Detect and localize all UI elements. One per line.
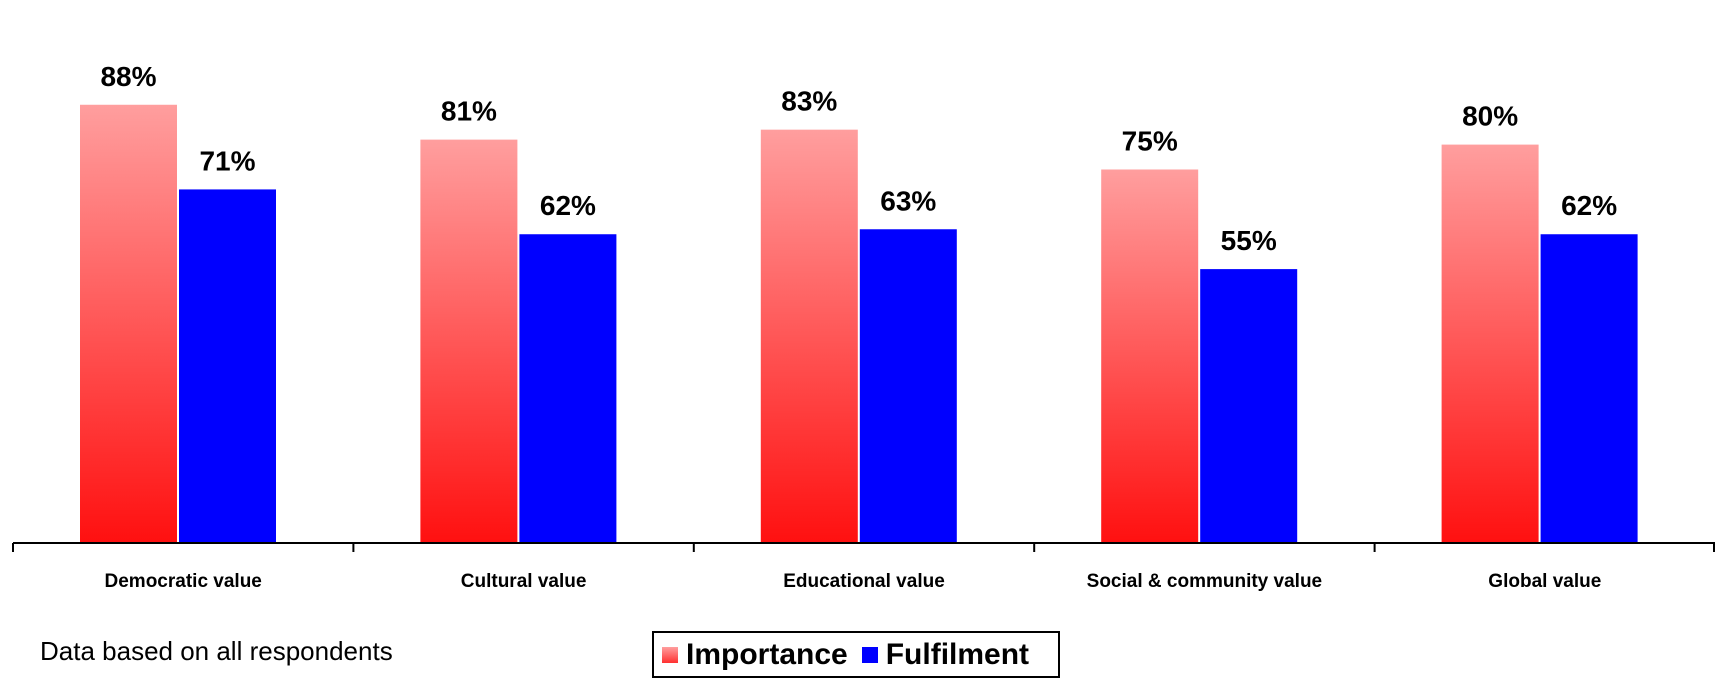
bar-importance-2	[420, 139, 518, 543]
bar-importance-4	[1101, 169, 1199, 543]
bar-label-importance-5: 80%	[1462, 101, 1518, 132]
bar-label-fulfilment-5: 62%	[1561, 190, 1617, 221]
legend-label-importance: Importance	[686, 637, 848, 671]
bar-importance-1	[80, 104, 177, 543]
bar-importance-3	[760, 129, 858, 543]
legend-item-fulfilment: Fulfilment	[861, 637, 1030, 672]
legend: Importance Fulfilment	[652, 631, 1060, 678]
category-label-1: Democratic value	[105, 571, 262, 592]
bar-label-importance-2: 81%	[441, 96, 497, 127]
legend-swatch-importance	[662, 646, 678, 663]
bar-label-importance-3: 83%	[781, 86, 837, 117]
bar-fulfilment-2	[519, 234, 617, 544]
category-label-5: Global value	[1488, 571, 1601, 592]
bar-label-fulfilment-1: 71%	[199, 145, 255, 176]
category-label-4: Social & community value	[1087, 571, 1322, 592]
category-label-2: Cultural value	[461, 571, 587, 592]
bar-importance-5	[1441, 144, 1539, 543]
data-note: Data based on all respondents	[40, 636, 393, 666]
bar-label-fulfilment-2: 62%	[540, 190, 596, 221]
legend-item-importance: Importance	[662, 638, 848, 672]
bar-fulfilment-3	[859, 229, 957, 543]
legend-label-fulfilment: Fulfilment	[885, 637, 1030, 671]
category-label-3: Educational value	[783, 571, 945, 592]
legend-swatch-fulfilment	[861, 646, 878, 663]
bar-fulfilment-1	[179, 189, 276, 544]
bar-fulfilment-4	[1200, 269, 1298, 543]
bar-label-importance-1: 88%	[100, 61, 156, 92]
bar-label-fulfilment-3: 63%	[880, 185, 936, 216]
bar-label-importance-4: 75%	[1122, 126, 1178, 157]
bar-label-fulfilment-4: 55%	[1221, 225, 1277, 256]
bar-fulfilment-5	[1540, 234, 1638, 544]
